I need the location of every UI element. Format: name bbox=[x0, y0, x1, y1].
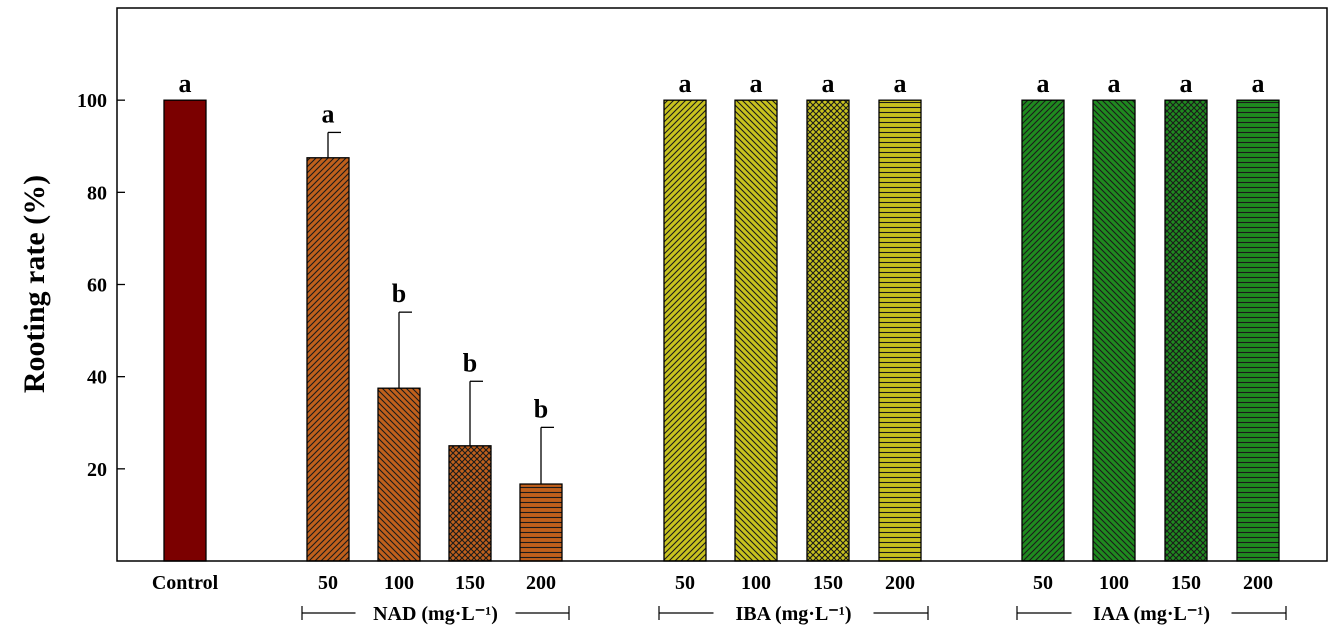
bar-iba-200 bbox=[878, 99, 922, 562]
significance-letter-iba-100: a bbox=[750, 69, 763, 98]
y-tick-label-40: 40 bbox=[87, 367, 107, 389]
bar-iaa-50 bbox=[1021, 99, 1065, 562]
y-tick-label-100: 100 bbox=[77, 90, 107, 112]
x-tick-label-iba-150: 150 bbox=[813, 572, 843, 594]
bar-iaa-150 bbox=[1164, 99, 1208, 562]
bar-iaa-100 bbox=[1092, 99, 1136, 562]
significance-letter-iaa-100: a bbox=[1108, 69, 1121, 98]
y-axis-title: Rooting rate (%) bbox=[18, 175, 51, 393]
bar-iba-50 bbox=[663, 99, 707, 562]
group-label-iba: IBA (mg·L⁻¹) bbox=[735, 603, 851, 625]
significance-letter-nad-200: b bbox=[534, 394, 548, 423]
bars-layer: a a b b b a a a a a a a a bbox=[163, 69, 1280, 562]
bar-nad-50 bbox=[306, 157, 350, 562]
significance-letter-iba-200: a bbox=[894, 69, 907, 98]
x-tick-label-iba-200: 200 bbox=[885, 572, 915, 594]
significance-letter-iba-150: a bbox=[822, 69, 835, 98]
x-tick-label-iaa-200: 200 bbox=[1243, 572, 1273, 594]
x-tick-label-iba-100: 100 bbox=[741, 572, 771, 594]
y-tick-label-80: 80 bbox=[87, 182, 107, 204]
x-tick-label-control-control: Control bbox=[152, 572, 219, 594]
plot-frame bbox=[116, 7, 1328, 562]
significance-letter-nad-50: a bbox=[322, 99, 335, 128]
x-tick-label-iaa-150: 150 bbox=[1171, 572, 1201, 594]
x-tick-label-nad-100: 100 bbox=[384, 572, 414, 594]
significance-letter-iaa-50: a bbox=[1037, 69, 1050, 98]
bar-nad-100 bbox=[377, 387, 421, 562]
bar-nad-150 bbox=[448, 445, 492, 562]
significance-letter-control-control: a bbox=[179, 69, 192, 98]
y-tick-label-60: 60 bbox=[87, 275, 107, 297]
bar-iaa-200 bbox=[1236, 99, 1280, 562]
x-tick-label-nad-200: 200 bbox=[526, 572, 556, 594]
significance-letter-nad-100: b bbox=[392, 279, 406, 308]
x-axis: Control 50 100 150 200 50 100 150 200 50 100 150 200 bbox=[152, 572, 1273, 594]
significance-letter-iba-50: a bbox=[679, 69, 692, 98]
significance-letter-iaa-150: a bbox=[1180, 69, 1193, 98]
y-axis: 20 40 60 80 100 bbox=[77, 90, 125, 481]
bar-iba-100 bbox=[734, 99, 778, 562]
bar-control-control bbox=[163, 99, 207, 562]
x-tick-label-iba-50: 50 bbox=[675, 572, 695, 594]
x-tick-label-nad-50: 50 bbox=[318, 572, 338, 594]
x-tick-label-iaa-50: 50 bbox=[1033, 572, 1053, 594]
group-labels: NAD (mg·L⁻¹) IBA (mg·L⁻¹) IAA (mg·L⁻¹) bbox=[301, 603, 1287, 625]
group-label-nad: NAD (mg·L⁻¹) bbox=[373, 603, 498, 625]
x-tick-label-iaa-100: 100 bbox=[1099, 572, 1129, 594]
y-tick-label-20: 20 bbox=[87, 459, 107, 481]
significance-letter-iaa-200: a bbox=[1252, 69, 1265, 98]
bar-iba-150 bbox=[806, 99, 850, 562]
bar-nad-200 bbox=[519, 483, 563, 562]
x-tick-label-nad-150: 150 bbox=[455, 572, 485, 594]
group-label-iaa: IAA (mg·L⁻¹) bbox=[1093, 603, 1210, 625]
significance-letter-nad-150: b bbox=[463, 348, 477, 377]
